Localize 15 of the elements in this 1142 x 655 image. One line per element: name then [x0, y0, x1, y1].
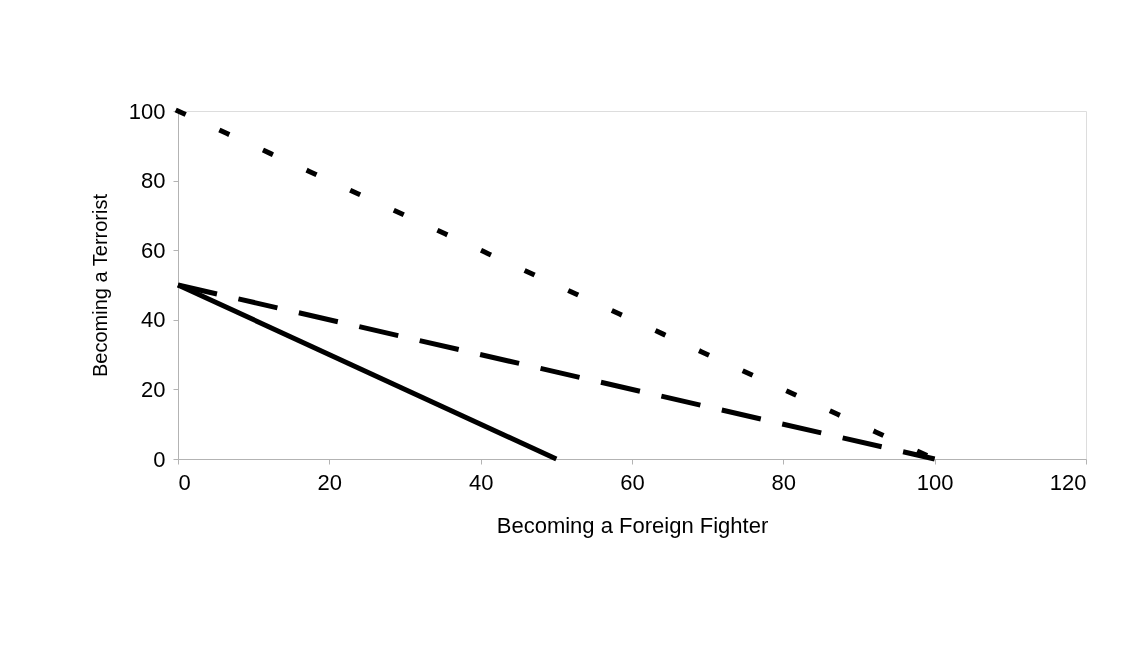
x-axis-title: Becoming a Foreign Fighter — [496, 512, 769, 538]
x-tick-label: 80 — [771, 469, 797, 495]
y-tick-label: 80 — [141, 168, 166, 194]
x-tick-label: 100 — [916, 469, 954, 495]
x-tick-label: 60 — [620, 469, 645, 495]
x-tick-label: 120 — [1049, 469, 1087, 495]
y-tick-label: 20 — [141, 376, 166, 402]
y-tick-label: 0 — [153, 446, 166, 472]
y-axis-title: Becoming a Terrorist — [88, 193, 111, 378]
y-tick-label: 40 — [141, 307, 166, 333]
x-tick-label: 40 — [468, 469, 494, 495]
x-tick-label: 20 — [317, 469, 343, 495]
y-tick-label: 60 — [141, 237, 166, 263]
y-tick-label: 100 — [128, 98, 166, 124]
x-tick-label: 0 — [178, 469, 191, 495]
